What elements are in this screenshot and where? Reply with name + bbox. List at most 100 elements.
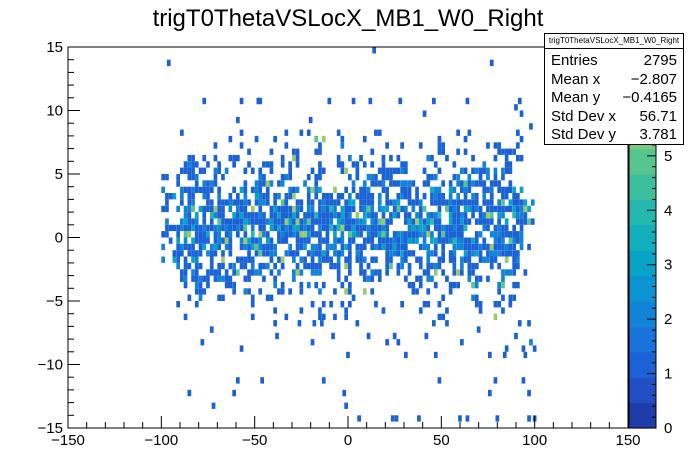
heatmap-cell [467, 256, 472, 263]
heatmap-cell [471, 262, 475, 270]
heatmap-cell [374, 218, 378, 225]
heatmap-cell [467, 262, 472, 270]
heatmap-cell [295, 269, 300, 276]
heatmap-cell [508, 294, 513, 301]
heatmap-cell [176, 256, 180, 263]
heatmap-cell [239, 256, 244, 263]
heatmap-cell [527, 389, 531, 397]
heatmap-cell [404, 167, 408, 174]
heatmap-cell [321, 167, 326, 174]
heatmap-cell [194, 174, 199, 181]
heatmap-cell [221, 218, 225, 225]
heatmap-cell [206, 281, 210, 289]
heatmap-cell [415, 256, 419, 263]
heatmap-cell [348, 218, 352, 225]
heatmap-cell [430, 193, 434, 200]
heatmap-cell [340, 167, 345, 174]
heatmap-cell [504, 269, 509, 276]
heatmap-cell [224, 218, 229, 225]
heatmap-cell [262, 180, 266, 187]
heatmap-cell [463, 243, 468, 251]
heatmap-cell [497, 243, 501, 251]
heatmap-cell [463, 186, 468, 193]
heatmap-cell [437, 256, 442, 263]
heatmap-cell [194, 262, 199, 270]
heatmap-cell [344, 307, 348, 314]
heatmap-cell [497, 186, 501, 193]
heatmap-cell [452, 224, 457, 232]
heatmap-cell [321, 377, 326, 384]
heatmap-cell [366, 174, 371, 181]
heatmap-cell [385, 199, 389, 206]
x-tick-label: 0 [344, 432, 352, 449]
heatmap-cell [306, 218, 311, 225]
heatmap-cell [357, 415, 361, 422]
heatmap-cell [206, 180, 210, 187]
heatmap-cell [288, 243, 292, 251]
heatmap-cell [441, 294, 445, 301]
heatmap-cell [497, 212, 501, 219]
heatmap-cell [292, 224, 296, 232]
heatmap-cell [474, 281, 479, 289]
heatmap-cell [243, 193, 248, 200]
heatmap-cell [202, 186, 207, 193]
heatmap-cell [437, 377, 442, 384]
heatmap-cell [217, 275, 221, 282]
heatmap-cell [501, 281, 505, 289]
heatmap-cell [418, 281, 423, 289]
heatmap-cell [310, 205, 315, 213]
heatmap-cell [303, 231, 307, 238]
heatmap-cell [194, 212, 199, 219]
heatmap-cell [277, 288, 281, 295]
heatmap-cell [187, 243, 192, 251]
heatmap-cell [336, 129, 341, 136]
heatmap-cell [374, 174, 378, 181]
z-tick-label: 2 [664, 311, 672, 328]
heatmap-cell [280, 212, 285, 219]
heatmap-cell [206, 237, 210, 244]
heatmap-cell [224, 199, 229, 206]
palette-swatch [629, 377, 656, 404]
heatmap-cell [318, 243, 322, 251]
heatmap-cell [404, 243, 408, 251]
heatmap-cell [310, 231, 315, 238]
heatmap-cell [504, 186, 509, 193]
heatmap-cell [374, 269, 378, 276]
heatmap-cell [213, 275, 218, 282]
heatmap-cell [452, 231, 457, 238]
heatmap-cell [191, 269, 195, 276]
heatmap-cell [340, 205, 345, 213]
heatmap-cell [310, 269, 315, 276]
heatmap-cell [258, 250, 263, 257]
heatmap-cell [362, 275, 367, 282]
heatmap-cell [471, 154, 475, 162]
palette-swatch [629, 326, 656, 353]
heatmap-cell [452, 237, 457, 244]
heatmap-cell [385, 262, 389, 270]
heatmap-cell [224, 269, 229, 276]
heatmap-cell [198, 262, 203, 270]
heatmap-cell [392, 243, 397, 251]
heatmap-cell [516, 237, 520, 244]
heatmap-cell [336, 256, 341, 263]
x-tick-label: 150 [615, 432, 640, 449]
heatmap-cell [493, 205, 498, 213]
heatmap-cell [381, 186, 386, 193]
heatmap-cell [295, 199, 300, 206]
heatmap-cell [370, 174, 375, 181]
heatmap-cell [452, 281, 457, 289]
heatmap-cell [228, 243, 233, 251]
heatmap-cell [314, 250, 319, 257]
heatmap-cell [194, 161, 199, 168]
heatmap-cell [370, 193, 375, 200]
heatmap-cell [400, 243, 404, 251]
heatmap-cell [501, 148, 505, 155]
heatmap-cell [489, 212, 494, 219]
heatmap-cell [202, 288, 207, 295]
heatmap-cell [318, 174, 322, 181]
heatmap-cell [228, 250, 233, 257]
heatmap-cell [254, 180, 259, 187]
heatmap-cell [385, 205, 389, 213]
x-tick-label: 50 [433, 432, 450, 449]
heatmap-cell [306, 231, 311, 238]
